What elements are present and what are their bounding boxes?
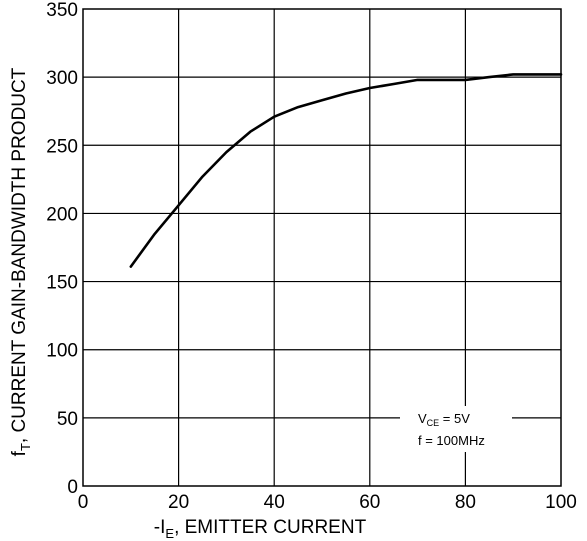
annotation-line-1-prefix: V <box>418 411 427 426</box>
series-line <box>129 73 563 268</box>
y-tick-label: 250 <box>46 136 78 157</box>
annotation-line-1: VCE = 5V <box>418 411 470 428</box>
x-axis-title-subscript: E <box>165 526 174 541</box>
y-tick-label: 0 <box>67 477 78 498</box>
x-tick-label: 40 <box>264 492 285 513</box>
y-tick-label: 350 <box>46 0 78 21</box>
x-axis-title-suffix: , EMITTER CURRENT <box>174 517 367 538</box>
annotation-box <box>400 406 512 452</box>
annotation-line-1-suffix: = 5V <box>439 411 470 426</box>
y-tick-label: 100 <box>46 341 78 362</box>
annotation-line-1-subscript: CE <box>427 418 440 428</box>
x-tick-label: 100 <box>545 492 577 513</box>
x-tick-label: 60 <box>359 492 380 513</box>
y-tick-label: 50 <box>57 409 78 430</box>
y-axis-title-suffix: , CURRENT GAIN-BANDWIDTH PRODUCT <box>9 67 30 443</box>
x-tick-labels: 0 20 40 60 80 100 <box>78 492 577 513</box>
x-tick-label: 0 <box>78 492 89 513</box>
y-axis-title-subscript: T <box>18 443 33 451</box>
y-tick-label: 300 <box>46 68 78 89</box>
y-tick-labels: 0 50 100 150 200 250 300 350 <box>46 0 78 498</box>
y-axis-title: fT, CURRENT GAIN-BANDWIDTH PRODUCT <box>9 67 33 456</box>
x-tick-label: 80 <box>455 492 476 513</box>
plot-frame <box>82 8 562 487</box>
x-axis-title: -IE, EMITTER CURRENT <box>154 517 367 541</box>
annotation-line-2: f = 100MHz <box>418 433 485 448</box>
x-tick-label: 20 <box>168 492 189 513</box>
x-axis-title-prefix: -I <box>154 517 166 538</box>
y-tick-label: 200 <box>46 204 78 225</box>
y-tick-label: 150 <box>46 273 78 294</box>
y-axis-title-prefix: f <box>9 450 30 456</box>
